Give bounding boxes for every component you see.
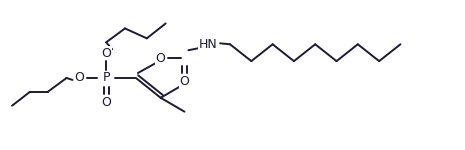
Text: P: P	[102, 71, 110, 84]
Text: O: O	[156, 52, 166, 65]
Text: O: O	[101, 47, 111, 60]
Text: O: O	[101, 96, 111, 109]
Text: O: O	[179, 75, 189, 88]
Text: HN: HN	[199, 38, 218, 51]
Text: O: O	[74, 71, 84, 84]
